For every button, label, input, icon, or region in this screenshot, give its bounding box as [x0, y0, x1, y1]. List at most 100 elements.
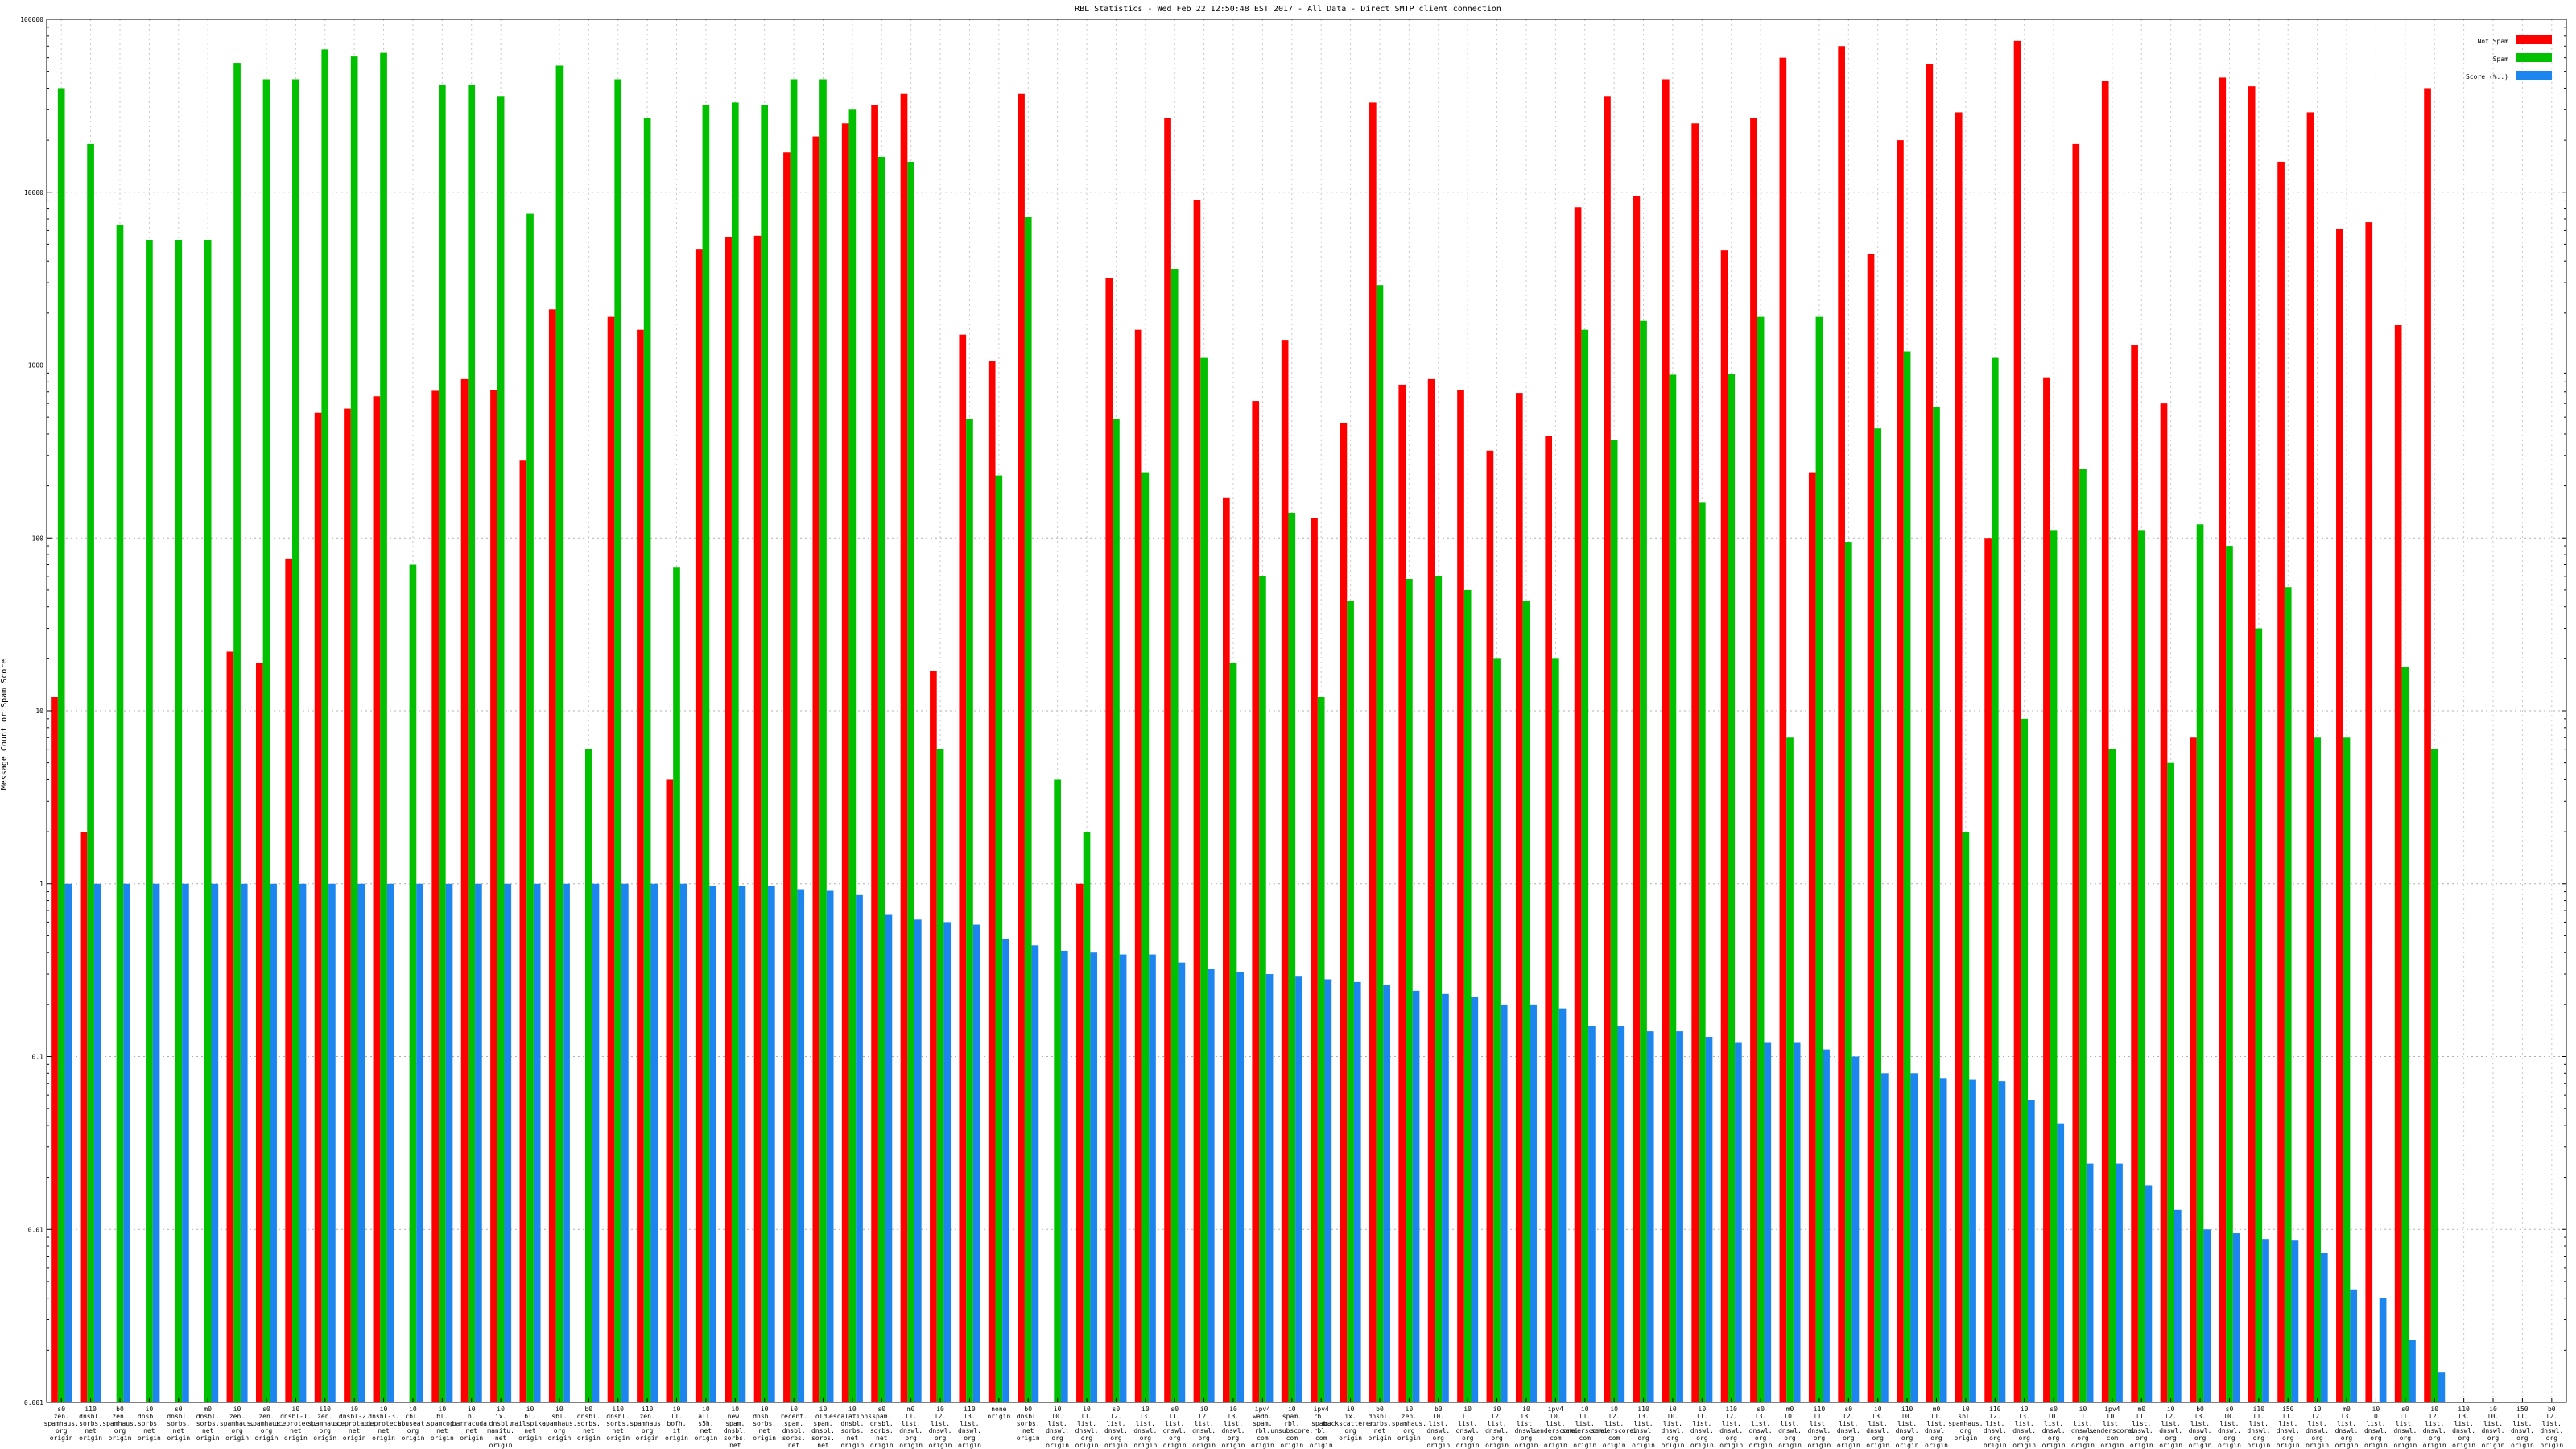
bar-spam	[1991, 357, 1999, 1402]
bar-score	[1324, 979, 1332, 1402]
bar-score	[768, 886, 775, 1402]
bar-score	[621, 883, 629, 1402]
bar-not-spam	[2424, 88, 2431, 1402]
bar-not-spam	[1193, 200, 1201, 1402]
bar-score	[328, 883, 336, 1402]
bar-score	[563, 883, 570, 1402]
bar-score	[1471, 997, 1479, 1402]
bar-score	[1207, 969, 1215, 1402]
bar-spam	[1728, 374, 1736, 1402]
bar-score	[1998, 1081, 2006, 1402]
x-tick-label: i10 l0. list. dnswl. org origin	[1896, 1406, 1919, 1449]
x-tick-label: s0 l1. list. dnswl. org origin	[2393, 1406, 2417, 1449]
x-tick-label: i0 spam. rbl. unsubscore. com origin	[1270, 1406, 1313, 1449]
bar-not-spam	[900, 93, 908, 1403]
x-tick-label: i0 dnsbl-3. uceprotect. net origin	[362, 1406, 405, 1442]
x-tick-label: i10 l1. list. dnswl. org origin	[1807, 1406, 1831, 1449]
bar-spam	[2079, 469, 2087, 1402]
bar-spam	[877, 156, 886, 1402]
bar-spam	[2196, 524, 2204, 1402]
bar-score	[1705, 1037, 1713, 1402]
x-tick-label: i10 zen. spamhaus. org origin	[308, 1406, 342, 1442]
x-tick-label: b0 dnsbl. sorbs. net origin	[577, 1406, 601, 1442]
x-tick-label: i0 bl. spamcop. net origin	[427, 1406, 458, 1442]
bar-not-spam	[314, 412, 322, 1403]
bar-score	[826, 890, 834, 1402]
bar-spam	[1493, 658, 1501, 1402]
bar-spam	[1552, 658, 1559, 1402]
y-tick-label: 1	[39, 881, 43, 888]
bar-score	[1442, 993, 1449, 1402]
bar-spam	[1669, 374, 1677, 1402]
y-tick-label: 0.01	[28, 1226, 43, 1233]
bar-score	[2028, 1100, 2035, 1402]
bar-not-spam	[1691, 123, 1699, 1403]
x-tick-label: i50 l1. list. dnswl. org origin	[2511, 1406, 2534, 1449]
y-tick-label: 100	[32, 535, 44, 542]
bar-not-spam	[2248, 86, 2256, 1402]
x-tick-label: s0 l1. list. dnswl. org origin	[1163, 1406, 1187, 1449]
bar-not-spam	[2219, 77, 2227, 1403]
bar-score	[2320, 1253, 2328, 1402]
bar-not-spam	[1134, 329, 1142, 1402]
x-tick-label: i10 l2. list. dnswl. org origin	[1719, 1406, 1743, 1449]
bar-not-spam	[2160, 403, 2168, 1402]
x-tick-label: i0 l0. list. dnswl. org origin	[2364, 1406, 2388, 1449]
bar-score	[1823, 1049, 1830, 1402]
bar-not-spam	[1750, 118, 1757, 1402]
legend-label: Spam	[2493, 56, 2508, 63]
bar-spam	[57, 88, 65, 1402]
x-tick-label: m0 dnsbl. sorbs. net origin	[196, 1406, 220, 1442]
bar-score	[2438, 1372, 2446, 1402]
x-tick-label: ipv4 wadb. spam. rbl. com origin	[1251, 1406, 1274, 1449]
x-tick-label: s0 zen. spamhaus. org origin	[249, 1406, 283, 1442]
bar-score	[709, 886, 716, 1402]
bar-not-spam	[1897, 140, 1904, 1403]
bar-not-spam	[2277, 161, 2285, 1402]
bar-spam	[1815, 316, 1823, 1402]
bar-score	[1676, 1031, 1683, 1402]
bar-spam	[439, 84, 446, 1402]
bar-spam	[204, 239, 212, 1402]
x-tick-label: i0 all. s5h. net origin	[694, 1406, 717, 1442]
bar-not-spam	[2043, 377, 2050, 1403]
x-tick-label: m0 l1. list. dnswl. org origin	[2130, 1406, 2153, 1449]
bar-spam	[1463, 589, 1472, 1402]
bar-score	[650, 883, 658, 1402]
bar-spam	[2430, 749, 2438, 1402]
x-tick-label: ipv4 rbl. spam. rbl. com origin	[1310, 1406, 1333, 1449]
x-tick-label: i10 dnsbl. sorbs. net origin	[606, 1406, 630, 1442]
bar-score	[152, 883, 160, 1402]
x-tick-label: i0 dnsbl. sorbs. net origin	[138, 1406, 161, 1442]
bar-not-spam	[2013, 40, 2021, 1403]
bar-spam	[702, 105, 710, 1402]
bar-score	[1852, 1056, 1860, 1402]
x-tick-label: i10 l1. list. dnswl. org origin	[2247, 1406, 2270, 1449]
bar-not-spam	[1281, 340, 1289, 1402]
x-tick-label: i0 l1. bofh. it origin	[665, 1406, 688, 1442]
bar-score	[533, 883, 541, 1402]
bar-spam	[116, 224, 124, 1402]
bar-not-spam	[637, 329, 644, 1402]
bar-score	[2145, 1185, 2153, 1402]
bar-score	[2409, 1340, 2416, 1402]
bar-spam	[2255, 628, 2263, 1402]
bar-spam	[2108, 749, 2116, 1402]
bar-score	[1178, 962, 1186, 1402]
x-tick-label: none origin	[987, 1406, 1010, 1420]
bar-score	[1060, 950, 1068, 1402]
bar-spam	[673, 567, 680, 1402]
bar-spam	[555, 65, 564, 1403]
bar-score	[1500, 1004, 1508, 1402]
x-tick-label: i0 l2. list. dnswl. org origin	[1192, 1406, 1216, 1449]
bar-spam	[907, 161, 914, 1402]
bar-spam	[1288, 512, 1296, 1402]
bar-spam	[731, 102, 739, 1402]
bar-not-spam	[1164, 118, 1171, 1402]
bar-not-spam	[226, 651, 234, 1402]
bar-spam	[497, 96, 505, 1402]
x-tick-label: s0 zen. spamhaus. org origin	[44, 1406, 79, 1442]
bar-not-spam	[871, 105, 878, 1402]
bar-score	[1530, 1004, 1537, 1402]
bar-spam	[380, 52, 387, 1403]
